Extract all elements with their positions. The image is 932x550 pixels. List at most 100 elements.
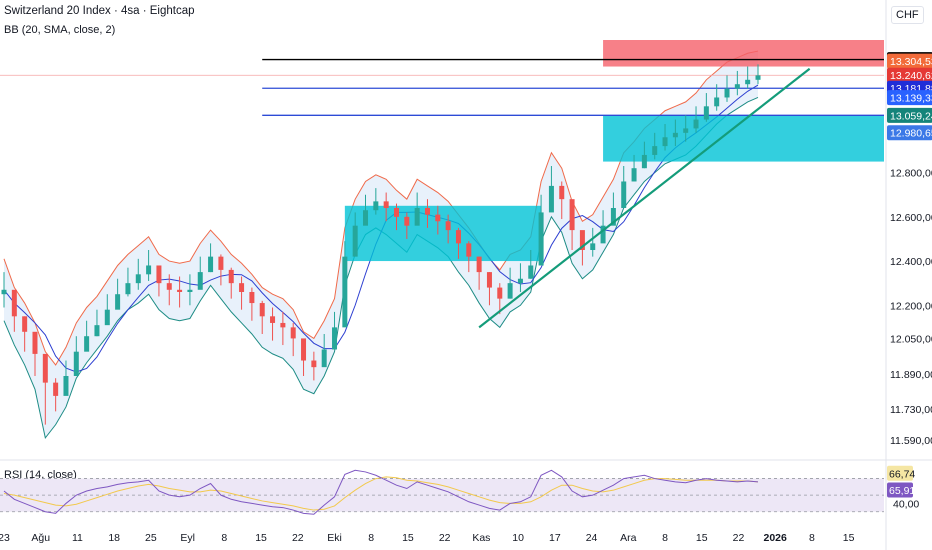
- price-label-bg: [887, 53, 932, 69]
- candle-body: [342, 256, 348, 328]
- price-axis-tick: 12.600,00: [890, 212, 932, 224]
- candle-body: [672, 132, 678, 138]
- candle-body: [84, 336, 90, 352]
- time-axis-tick: 17: [549, 532, 561, 544]
- rsi-price-label-bg: [887, 465, 913, 481]
- candle-body: [734, 84, 740, 89]
- price-axis-tick: 11.730,00: [890, 404, 932, 416]
- time-axis-tick: Ağu: [31, 532, 50, 544]
- price-axis-tick: 12.400,00: [890, 256, 932, 268]
- candle-body: [393, 208, 399, 217]
- candle-body: [590, 243, 596, 250]
- candle-body: [290, 327, 296, 339]
- candle-body: [228, 269, 234, 284]
- time-axis-tick: Ara: [620, 532, 637, 544]
- time-axis-tick: 22: [292, 532, 304, 544]
- price-label-text: 13.304,53: [890, 56, 932, 68]
- rsi-price-label-bg: [887, 482, 913, 498]
- rsi-price-label-text: 66,74: [889, 468, 915, 480]
- candle-body: [435, 214, 441, 222]
- candle-body: [559, 185, 565, 200]
- zone-rect: [344, 205, 542, 262]
- candle-body: [662, 137, 668, 147]
- price-label-bg: [887, 107, 932, 123]
- candle-body: [693, 119, 699, 129]
- price-label-bg: [887, 125, 932, 141]
- candle-body: [631, 168, 637, 182]
- candle-body: [22, 316, 28, 332]
- zone-rect: [603, 115, 884, 162]
- candle-body: [724, 88, 730, 98]
- candle-body: [683, 128, 689, 133]
- time-axis-tick: 11: [72, 532, 83, 544]
- candle-body: [125, 283, 131, 295]
- candle-body: [218, 256, 224, 270]
- time-axis-tick: Eyl: [180, 532, 195, 544]
- candle-body: [146, 265, 152, 275]
- price-label-bg: [887, 67, 932, 83]
- candle-body: [497, 287, 503, 299]
- candle-body: [259, 303, 265, 317]
- zone-rect: [603, 40, 884, 67]
- candle-body: [373, 201, 379, 211]
- candle-body: [187, 289, 193, 292]
- price-label: 13.304,53: [887, 53, 932, 69]
- price-label-text: 13.240,62: [890, 70, 932, 82]
- price-label-text: 12.980,65: [890, 128, 932, 140]
- candle-body: [270, 316, 276, 323]
- candle-body: [714, 97, 720, 107]
- bb-indicator-label[interactable]: BB (20, SMA, close, 2): [4, 24, 116, 36]
- rsi-indicator-label[interactable]: RSI (14, close): [4, 469, 77, 481]
- time-axis-tick: 15: [843, 532, 855, 544]
- price-axis-tick: 12.200,00: [890, 300, 932, 312]
- candle-body: [641, 154, 647, 169]
- time-axis-tick: 2026: [763, 532, 787, 544]
- candle-body: [507, 283, 513, 299]
- price-label: 12.980,65: [887, 125, 932, 141]
- candle-body: [352, 225, 358, 257]
- candle-body: [621, 181, 627, 208]
- candle-body: [1, 289, 7, 295]
- candle-body: [610, 208, 616, 226]
- candle-body: [135, 274, 141, 284]
- candle-body: [455, 230, 461, 244]
- candle-body: [579, 230, 585, 250]
- price-label: 13.139,33: [887, 90, 932, 106]
- candle-body: [745, 79, 751, 85]
- candle-body: [652, 146, 658, 155]
- candle-body: [548, 185, 554, 213]
- candle-body: [600, 225, 606, 244]
- candle-body: [73, 351, 79, 376]
- time-axis-tick: Eki: [327, 532, 342, 544]
- currency-badge[interactable]: CHF: [891, 6, 924, 24]
- candle-body: [363, 210, 369, 226]
- time-axis-tick: 25: [145, 532, 157, 544]
- candle-body: [703, 106, 709, 120]
- candle-body: [177, 289, 183, 292]
- candle-body: [197, 272, 203, 290]
- candle-body: [404, 216, 410, 226]
- rsi-price-label: 66,74: [887, 465, 915, 481]
- candle-body: [115, 294, 121, 310]
- candle-body: [424, 208, 430, 215]
- candle-body: [249, 292, 255, 304]
- candle-body: [311, 360, 317, 368]
- candle-body: [517, 278, 523, 284]
- price-axis-tick: 11.890,00: [890, 369, 932, 381]
- rsi-price-label-text: 65,91: [889, 485, 915, 497]
- time-axis-tick: 15: [255, 532, 267, 544]
- price-label: 13.059,24: [887, 107, 932, 123]
- candle-body: [476, 256, 482, 273]
- candle-body: [538, 212, 544, 266]
- candle-body: [445, 221, 451, 231]
- price-axis-tick: 12.050,00: [890, 333, 932, 345]
- price-label-bg: [887, 90, 932, 106]
- candle-body: [42, 353, 48, 383]
- candle-body: [466, 243, 472, 257]
- candle-body: [486, 272, 492, 288]
- price-axis-tick: 11.590,00: [890, 435, 932, 447]
- time-axis-tick: 22: [733, 532, 745, 544]
- candle-body: [569, 199, 575, 231]
- time-axis-tick: 15: [402, 532, 414, 544]
